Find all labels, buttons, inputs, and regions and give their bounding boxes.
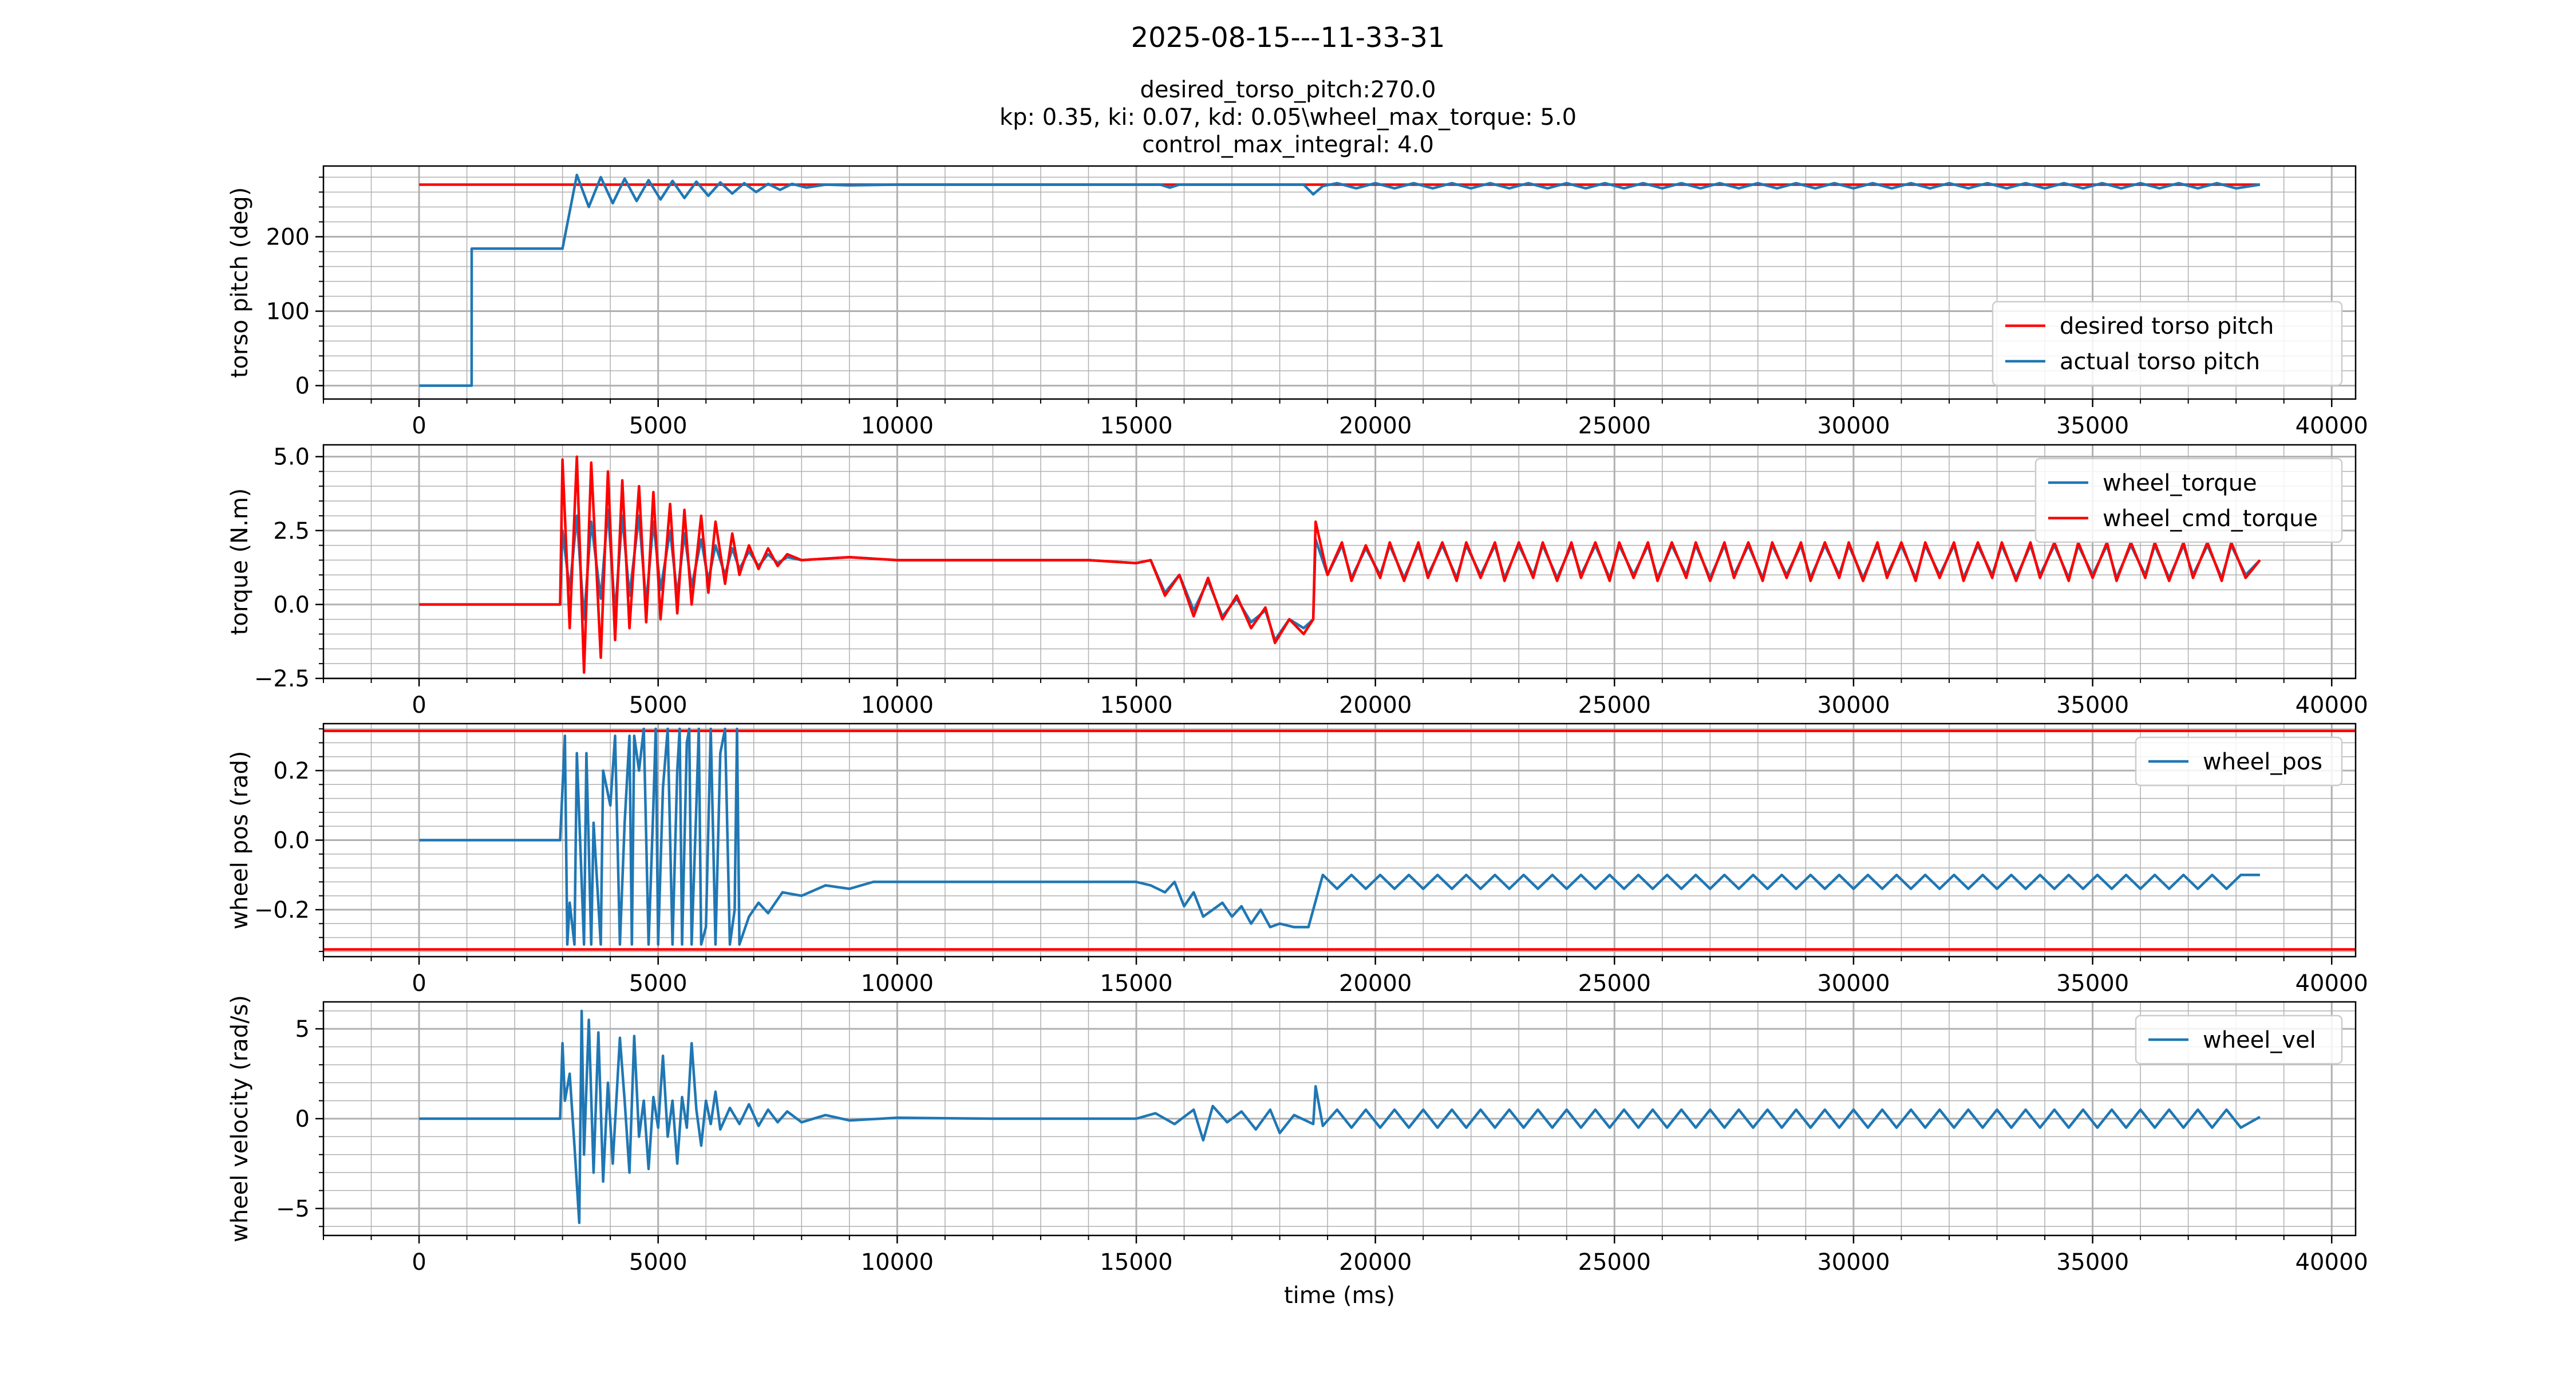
x-tick-label: 15000 xyxy=(1100,1249,1172,1276)
plot-area xyxy=(419,173,2261,387)
x-tick-label: 0 xyxy=(412,1249,426,1276)
x-tick-label: 20000 xyxy=(1339,1249,1412,1276)
legend-box xyxy=(1992,301,2343,386)
x-tick-label: 15000 xyxy=(1100,692,1172,718)
legend-label: wheel_pos xyxy=(2203,749,2322,775)
x-tick-label: 30000 xyxy=(1817,692,1890,718)
figure-subtitle-line-1: desired_torso_pitch:270.0 xyxy=(1140,77,1436,103)
subplot-4: 0 5000 10000 15000 20000 25000 30000 35000 40000… xyxy=(227,995,2368,1309)
y-tick-label: −2.5 xyxy=(254,666,310,692)
x-tick-label: 20000 xyxy=(1339,692,1412,718)
y-tick-label: 0.2 xyxy=(273,758,310,784)
x-axis-label: time (ms) xyxy=(1284,1282,1395,1309)
x-tick-label: 25000 xyxy=(1578,970,1651,997)
x-tick-label: 30000 xyxy=(1817,970,1890,997)
legend-box xyxy=(2034,457,2343,543)
x-tick-label: 10000 xyxy=(861,1249,934,1276)
y-tick-label: 100 xyxy=(266,299,310,325)
y-axis-label: wheel velocity (rad/s) xyxy=(227,995,253,1242)
x-tick-label: 25000 xyxy=(1578,413,1651,439)
y-tick-label: 0 xyxy=(295,373,310,400)
x-tick-label: 20000 xyxy=(1339,413,1412,439)
legend-box xyxy=(2135,736,2343,787)
x-tick-label: 40000 xyxy=(2296,413,2368,439)
x-tick-label: 20000 xyxy=(1339,970,1412,997)
y-tick-label: 200 xyxy=(266,224,310,251)
legend-label: wheel_torque xyxy=(2103,470,2257,496)
x-tick-label: 15000 xyxy=(1100,413,1172,439)
y-tick-label: 5 xyxy=(295,1016,310,1043)
legend-label: actual torso pitch xyxy=(2060,349,2260,375)
series-line-actual-torso-pitch xyxy=(419,173,2261,387)
y-axis-label: wheel pos (rad) xyxy=(227,751,253,929)
x-tick-label: 30000 xyxy=(1817,413,1890,439)
x-tick-label: 35000 xyxy=(2056,970,2129,997)
x-tick-label: 40000 xyxy=(2296,692,2368,718)
x-tick-label: 10000 xyxy=(861,970,934,997)
figure-subtitle-line-2: kp: 0.35, ki: 0.07, kd: 0.05\wheel_max_t… xyxy=(999,104,1577,131)
y-tick-label: −5 xyxy=(276,1196,310,1222)
x-tick-label: 10000 xyxy=(861,413,934,439)
legend: wheel_vel xyxy=(2135,1014,2343,1065)
x-tick-label: 5000 xyxy=(629,1249,688,1276)
x-tick-label: 40000 xyxy=(2296,1249,2368,1276)
legend-label: desired torso pitch xyxy=(2060,313,2274,339)
subplot-2: 0 5000 10000 15000 20000 25000 30000 35000 40000… xyxy=(227,444,2368,718)
x-tick-label: 5000 xyxy=(629,692,688,718)
plot-area xyxy=(323,727,2356,951)
legend: desired torso pitch actual torso pitch xyxy=(1992,301,2343,386)
legend-label: wheel_vel xyxy=(2203,1027,2316,1053)
x-tick-label: 35000 xyxy=(2056,413,2129,439)
figure-subtitle-line-3: control_max_integral: 4.0 xyxy=(1142,132,1434,158)
x-tick-label: 25000 xyxy=(1578,1249,1651,1276)
series-line-wheel-cmd-torque xyxy=(419,455,2261,674)
x-tick-label: 25000 xyxy=(1578,692,1651,718)
legend: wheel_pos xyxy=(2135,736,2343,787)
y-tick-label: 0.0 xyxy=(273,828,310,854)
y-tick-label: 0 xyxy=(295,1106,310,1132)
x-tick-label: 40000 xyxy=(2296,970,2368,997)
x-tick-label: 15000 xyxy=(1100,970,1172,997)
axes-frame xyxy=(322,165,2357,400)
series-line-wheel-vel xyxy=(419,1009,2261,1225)
subplot-1: 0 5000 10000 15000 20000 25000 30000 35000 40000… xyxy=(227,165,2368,439)
axes-frame xyxy=(322,444,2357,680)
x-tick-label: 10000 xyxy=(861,692,934,718)
x-tick-label: 5000 xyxy=(629,970,688,997)
y-tick-label: −0.2 xyxy=(254,897,310,923)
x-tick-label: 0 xyxy=(412,692,426,718)
x-tick-label: 30000 xyxy=(1817,1249,1890,1276)
x-tick-label: 35000 xyxy=(2056,1249,2129,1276)
y-axis-label: torque (N.m) xyxy=(227,488,253,635)
x-tick-label: 35000 xyxy=(2056,692,2129,718)
x-tick-label: 0 xyxy=(412,413,426,439)
legend: wheel_torque wheel_cmd_torque xyxy=(2034,457,2343,543)
plot-area xyxy=(419,1009,2261,1225)
x-tick-label: 5000 xyxy=(629,413,688,439)
plot-area xyxy=(419,455,2261,674)
legend-label: wheel_cmd_torque xyxy=(2103,506,2318,532)
y-axis-label: torso pitch (deg) xyxy=(227,187,253,378)
x-tick-label: 0 xyxy=(412,970,426,997)
y-tick-label: 2.5 xyxy=(273,518,310,544)
y-tick-label: 0.0 xyxy=(273,592,310,618)
figure-title: 2025-08-15---11-33-31 xyxy=(1131,22,1445,54)
series-line-wheel-pos xyxy=(419,727,2260,946)
subplot-3: 0 5000 10000 15000 20000 25000 30000 35000 40000… xyxy=(227,722,2368,997)
y-tick-label: 5.0 xyxy=(273,444,310,471)
legend-box xyxy=(2135,1014,2343,1065)
